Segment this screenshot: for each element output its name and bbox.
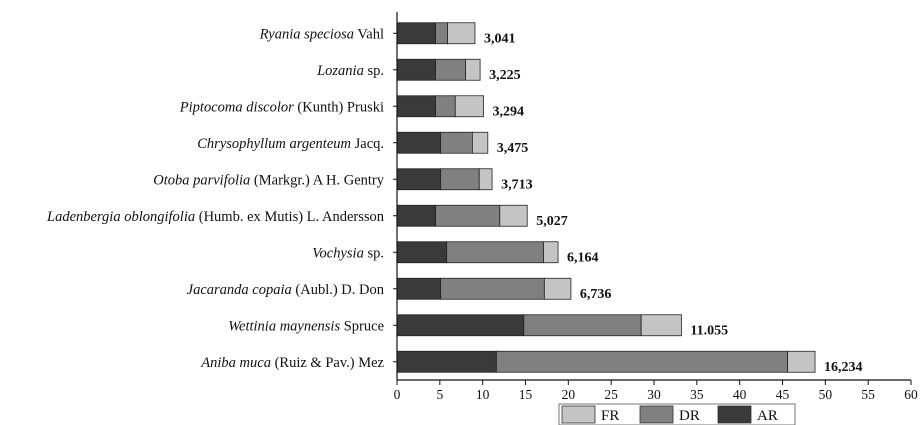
bar-segment-dr [495,350,789,373]
bar-segment-fr [543,277,572,300]
data-labels: 3,041 3,225 3,294 3,475 3,713 5,027 6,164 6,736… [484,31,863,375]
bar-segment-fr [787,350,816,373]
legend-label: FR [601,408,619,424]
species-name: Chrysophyllum argenteum [197,136,351,152]
y-axis-label: Otoba parvifolia (Markgr.) A H. Gentry [153,172,385,188]
legend-label: AR [757,408,778,424]
x-tick-label: 50 [819,387,833,402]
bar-segment-ar [396,277,442,300]
x-tick-label: 20 [562,387,576,402]
bar-segment-dr [435,58,466,81]
bar-segment-dr [440,277,545,300]
species-name: Vochysia [312,245,364,261]
x-tick-label: 0 [394,387,401,402]
bar-segment-dr [435,204,501,227]
x-tick-label: 5 [436,387,443,402]
species-name: Ladenbergia oblongifolia [46,209,195,225]
bar-segment-ar [396,58,436,81]
species-authority: sp. [364,63,384,79]
data-label: 3,475 [497,141,528,156]
bar-segment-ar [396,241,448,264]
data-label: 3,294 [493,104,524,119]
y-axis-label: Piptocoma discolor (Kunth) Pruski [179,99,384,115]
legend-swatch-dr [639,405,674,424]
species-authority: (Humb. ex Mutis) L. Andersson [195,209,385,225]
species-authority: Jacq. [351,136,384,152]
y-axis-label: Lozania sp. [316,63,384,79]
x-tick-label: 30 [647,387,661,402]
species-name: Jacaranda copaia [187,282,292,298]
species-authority: Vahl [354,26,384,42]
bars [396,22,816,373]
legend-swatch-fr [561,405,596,424]
species-name: Aniba muca [200,355,271,371]
data-label: 11.055 [690,323,728,338]
bar-segment-fr [465,58,481,81]
bar-segment-fr [640,314,682,337]
data-label: 16,234 [824,360,863,375]
y-axis-label: Vochysia sp. [312,245,384,261]
bar-segment-dr [440,131,473,154]
species-name: Ryania speciosa [259,26,354,42]
species-authority: (Kunth) Pruski [294,99,384,115]
bar-segment-dr [435,22,448,45]
species-name: Piptocoma discolor [179,99,294,115]
bar-segment-fr [447,22,476,45]
species-authority: (Aubl.) D. Don [292,282,385,298]
x-tick-label: 25 [604,387,618,402]
species-authority: (Markgr.) A H. Gentry [250,172,384,188]
bar-segment-ar [396,95,436,118]
bar-segment-ar [396,350,497,373]
y-axis-label: Ladenbergia oblongifolia (Humb. ex Mutis… [46,209,385,225]
bar-segment-ar [396,22,436,45]
data-label: 3,713 [501,177,532,192]
x-tick-label: 15 [519,387,533,402]
x-axis-ticks: 0 5 10 15 20 25 30 35 40 45 50 55 60 [394,380,918,402]
legend: FR DR AR [558,403,796,425]
y-axis-label: Ryania speciosa Vahl [259,26,384,42]
x-tick-label: 45 [776,387,790,402]
bar-segment-dr [446,241,544,264]
bar-segment-dr [440,168,480,191]
species-authority: Spruce [340,318,384,334]
bar-segment-fr [543,241,559,264]
species-name: Wettinia maynensis [228,318,340,334]
y-axis-label: Jacaranda copaia (Aubl.) D. Don [187,282,385,298]
data-label: 3,041 [484,31,516,46]
bar-segment-dr [435,95,456,118]
bar-segment-ar [396,131,442,154]
legend-label: DR [679,408,700,424]
legend-swatch-ar [717,405,752,424]
y-axis-label: Chrysophyllum argenteum Jacq. [197,136,384,152]
data-label: 3,225 [489,68,521,83]
species-name: Lozania [316,63,364,79]
species-name: Otoba parvifolia [153,172,250,188]
y-axis-label: Aniba muca (Ruiz & Pav.) Mez [200,355,384,371]
bar-segment-ar [396,168,442,191]
bar-segment-fr [471,131,489,154]
data-label: 5,027 [536,214,568,229]
y-axis-label: Wettinia maynensis Spruce [228,318,384,334]
x-tick-label: 35 [690,387,704,402]
data-label: 6,164 [567,250,599,265]
bar-segment-ar [396,314,525,337]
bar-segment-dr [523,314,642,337]
bar-segment-fr [454,95,484,118]
x-tick-label: 10 [476,387,490,402]
bar-segment-fr [478,168,493,191]
data-label: 6,736 [580,287,612,302]
species-authority: sp. [364,245,384,261]
species-authority: (Ruiz & Pav.) Mez [271,355,385,371]
x-tick-label: 55 [861,387,875,402]
y-axis-labels: Ryania speciosa Vahl Lozania sp. Piptocoma… [46,26,385,371]
bar-segment-ar [396,204,436,227]
bar-segment-fr [499,204,528,227]
x-tick-label: 40 [733,387,747,402]
x-tick-label: 60 [904,387,918,402]
